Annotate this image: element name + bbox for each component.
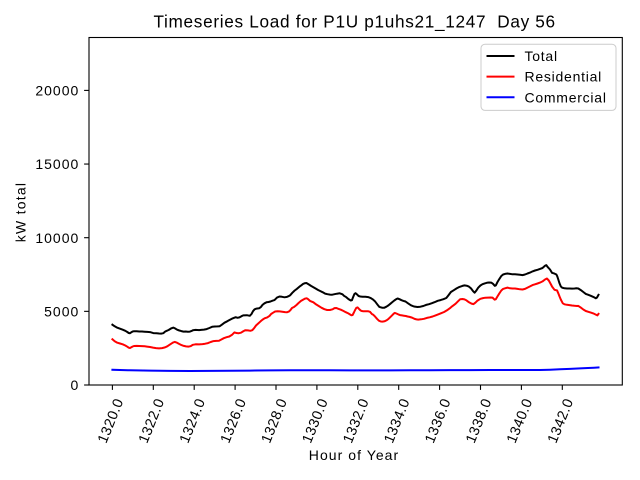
svg-text:5000: 5000 <box>44 303 79 319</box>
svg-text:15000: 15000 <box>35 156 79 172</box>
svg-text:Residential: Residential <box>525 69 603 85</box>
svg-text:Timeseries Load for P1U p1uhs2: Timeseries Load for P1U p1uhs21_1247 Day… <box>153 12 555 32</box>
svg-text:10000: 10000 <box>35 230 79 246</box>
svg-text:Total: Total <box>525 48 558 64</box>
svg-text:Commercial: Commercial <box>525 89 607 105</box>
svg-text:kW total: kW total <box>13 182 29 243</box>
svg-text:Hour of Year: Hour of Year <box>309 447 399 463</box>
svg-text:0: 0 <box>71 377 80 393</box>
svg-text:20000: 20000 <box>35 82 79 98</box>
